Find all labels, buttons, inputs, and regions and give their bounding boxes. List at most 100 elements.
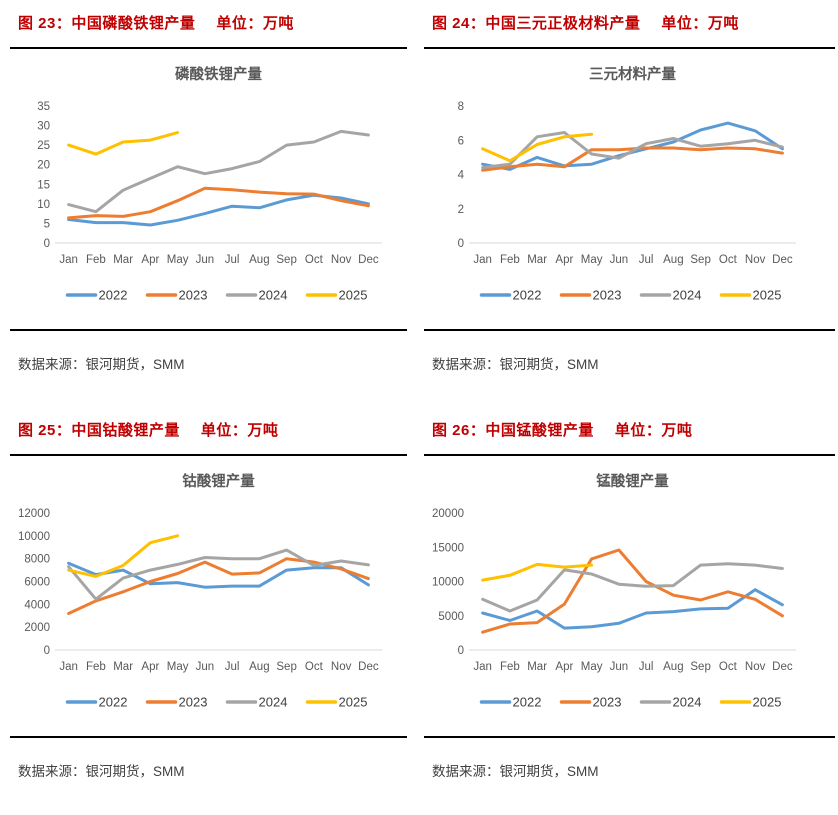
series-line-2023	[67, 186, 370, 220]
series-line-2023	[481, 146, 784, 172]
legend-label-2022: 2022	[99, 288, 128, 303]
x-axis-tick-label: Jan	[59, 254, 78, 266]
series-line-2024	[67, 129, 370, 214]
series-line-2025	[481, 562, 594, 582]
x-axis-tick-label: Nov	[331, 254, 352, 266]
figure-26-title: 图 26：中国锰酸锂产量 单位：万吨	[432, 419, 835, 440]
x-axis-tick-label: Mar	[113, 661, 133, 673]
y-axis-tick-label: 0	[458, 238, 464, 250]
series-line-2025	[67, 534, 180, 578]
chart-title: 钴酸锂产量	[182, 472, 255, 490]
chart-title: 三元材料产量	[589, 65, 676, 83]
figure-26-section: 图 26：中国锰酸锂产量 单位：万吨 锰酸锂产量 0 5000 10000 15000 20…	[419, 407, 838, 815]
figure-23-title-text: 图 23：中国磷酸铁锂产量	[18, 15, 196, 32]
y-axis-tick-label: 10000	[18, 531, 50, 543]
x-axis-tick-label: Nov	[745, 661, 766, 673]
y-axis-tick-label: 30	[37, 121, 50, 133]
figure-24-section: 图 24：中国三元正极材料产量 单位：万吨 三元材料产量 0 2 4 6 8 Jan Feb Ma…	[419, 0, 838, 407]
figure-23-title: 图 23：中国磷酸铁锂产量 单位：万吨	[18, 12, 407, 33]
figure-23-chart-box: 磷酸铁锂产量 0 5 10 15 20 25 30 35 Jan Feb Mar Apr May Jun Ju…	[10, 47, 407, 331]
legend-label-2025: 2025	[339, 288, 368, 303]
x-axis-tick-label: Sep	[276, 661, 296, 673]
x-axis-tick-label: May	[581, 254, 603, 266]
x-axis-tick-label: Mar	[113, 254, 133, 266]
figure-23-section: 图 23：中国磷酸铁锂产量 单位：万吨 磷酸铁锂产量 0 5 10 15 20 25 30 35 J…	[0, 0, 419, 407]
legend-label-2023: 2023	[593, 288, 622, 303]
y-axis-tick-label: 10	[37, 199, 50, 211]
x-axis-tick-label: Sep	[690, 254, 710, 266]
legend-label-2022: 2022	[513, 695, 542, 710]
x-axis-tick-label: Jul	[225, 661, 240, 673]
x-axis-tick-label: Oct	[719, 254, 738, 266]
x-axis-tick-label: Dec	[358, 254, 379, 266]
y-axis-tick-label: 8	[458, 101, 464, 113]
figure-24-title: 图 24：中国三元正极材料产量 单位：万吨	[432, 12, 835, 33]
series-line-2022	[67, 193, 370, 227]
y-axis-tick-label: 15	[37, 179, 50, 191]
x-axis-tick-label: Feb	[500, 661, 520, 673]
legend-label-2023: 2023	[179, 695, 208, 710]
series-line-2024	[481, 131, 784, 170]
series-line-2024	[67, 548, 370, 601]
y-axis-tick-label: 0	[44, 645, 50, 657]
x-axis-tick-label: Oct	[305, 661, 324, 673]
x-axis-tick-label: Apr	[555, 661, 573, 673]
x-axis-tick-label: Aug	[249, 254, 269, 266]
x-axis-tick-label: Dec	[772, 661, 793, 673]
y-axis-tick-label: 4	[458, 170, 465, 182]
figure-23-data-source: 数据来源：银河期货，SMM	[18, 357, 185, 372]
series-line-2023	[481, 548, 784, 634]
y-axis-tick-label: 35	[37, 101, 50, 113]
figure-26-chart-box: 锰酸锂产量 0 5000 10000 15000 20000 Jan Feb Mar Apr May…	[424, 454, 835, 738]
x-axis-tick-label: Apr	[141, 254, 159, 266]
figure-25-data-source: 数据来源：银河期货，SMM	[18, 764, 185, 779]
figure-23-unit: 单位：万吨	[216, 15, 294, 32]
y-axis-tick-label: 12000	[18, 508, 50, 520]
legend-label-2023: 2023	[179, 288, 208, 303]
x-axis-tick-label: Aug	[663, 661, 683, 673]
x-axis-tick-label: Sep	[276, 254, 296, 266]
x-axis-tick-label: Aug	[663, 254, 683, 266]
x-axis-tick-label: Jul	[225, 254, 240, 266]
legend-label-2023: 2023	[593, 695, 622, 710]
x-axis-tick-label: May	[581, 661, 603, 673]
figure-26-title-text: 图 26：中国锰酸锂产量	[432, 422, 594, 439]
figure-25-title-text: 图 25：中国钴酸锂产量	[18, 422, 180, 439]
figure-26-unit: 单位：万吨	[614, 422, 693, 439]
x-axis-tick-label: Dec	[358, 661, 379, 673]
x-axis-tick-label: Aug	[249, 661, 269, 673]
figure-25-chart-box: 钴酸锂产量 0 2000 4000 6000 8000 10000 12000 Jan Feb Ma…	[10, 454, 407, 738]
x-axis-tick-label: Jan	[473, 254, 492, 266]
lco-production-chart: 钴酸锂产量 0 2000 4000 6000 8000 10000 12000 Jan Feb Ma…	[18, 472, 382, 710]
y-axis-tick-label: 5000	[438, 611, 464, 623]
y-axis-tick-label: 2	[458, 204, 464, 216]
x-axis-tick-label: Mar	[527, 254, 547, 266]
series-line-2025	[67, 131, 180, 156]
y-axis-tick-label: 6000	[24, 577, 50, 589]
legend-label-2024: 2024	[259, 288, 288, 303]
legend-label-2025: 2025	[339, 695, 368, 710]
figure-24-title-text: 图 24：中国三元正极材料产量	[432, 15, 641, 32]
y-axis-tick-label: 6	[458, 135, 464, 147]
lmo-production-chart: 锰酸锂产量 0 5000 10000 15000 20000 Jan Feb Mar Apr May…	[432, 472, 796, 710]
x-axis-tick-label: Jan	[473, 661, 492, 673]
legend-label-2022: 2022	[99, 695, 128, 710]
y-axis-tick-label: 8000	[24, 554, 50, 566]
x-axis-tick-label: Feb	[86, 254, 106, 266]
y-axis-tick-label: 2000	[24, 622, 50, 634]
x-axis-tick-label: May	[167, 254, 189, 266]
figure-24-unit: 单位：万吨	[661, 15, 739, 32]
x-axis-tick-label: Jul	[639, 661, 654, 673]
y-axis-tick-label: 20000	[432, 508, 464, 520]
figure-25-unit: 单位：万吨	[200, 422, 279, 439]
x-axis-tick-label: Oct	[305, 254, 324, 266]
figure-25-title: 图 25：中国钴酸锂产量 单位：万吨	[18, 419, 407, 440]
x-axis-tick-label: Sep	[690, 661, 710, 673]
chart-title: 磷酸铁锂产量	[175, 65, 262, 83]
series-line-2022	[67, 561, 370, 589]
figure-26-data-source: 数据来源：银河期货，SMM	[432, 764, 599, 779]
figure-25-section: 图 25：中国钴酸锂产量 单位：万吨 钴酸锂产量 0 2000 4000 6000 8000…	[0, 407, 419, 815]
legend-label-2024: 2024	[673, 288, 702, 303]
